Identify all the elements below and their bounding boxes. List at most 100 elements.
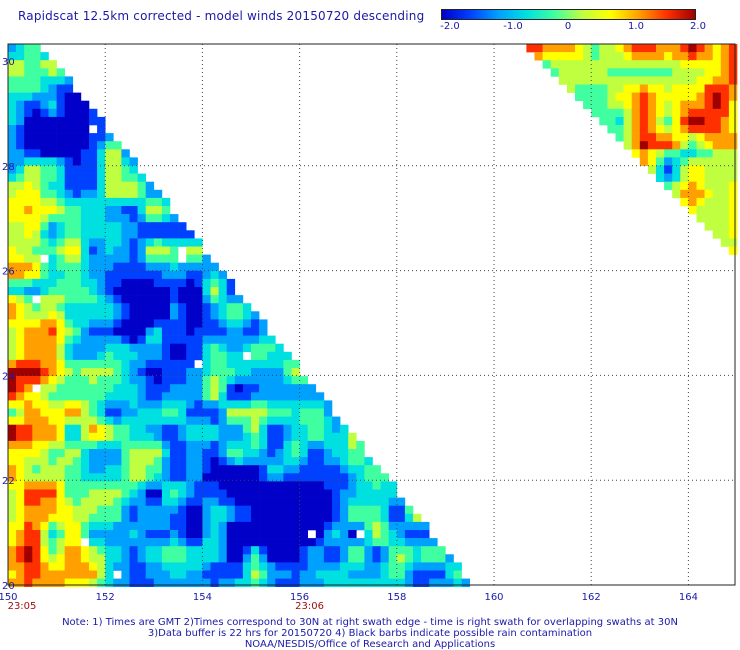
swath-cell: [226, 570, 236, 579]
swath-cell: [720, 116, 730, 126]
swath-cell: [210, 578, 219, 587]
swath-cell: [16, 343, 25, 353]
swath-cell: [105, 392, 114, 401]
swath-cell: [323, 513, 333, 523]
swath-cell: [64, 246, 74, 255]
swath-cell: [210, 327, 219, 336]
swath-cell: [332, 497, 341, 506]
swath-cell: [56, 270, 65, 280]
swath-cell: [72, 538, 82, 547]
swath-cell: [275, 343, 284, 353]
swath-cell: [178, 327, 187, 336]
swath-cell: [202, 303, 211, 312]
swath-cell: [121, 368, 130, 377]
swath-cell: [97, 530, 106, 539]
swath-cell: [267, 457, 276, 466]
swath-cell: [129, 424, 138, 434]
swath-cell: [16, 92, 25, 101]
swath-cell: [24, 392, 33, 401]
swath-cell: [40, 287, 49, 296]
swath-cell: [153, 189, 163, 199]
swath-cell: [680, 165, 689, 174]
swath-cell: [170, 538, 179, 547]
swath-cell: [105, 173, 114, 182]
swath-cell: [145, 497, 155, 506]
swath-cell: [113, 505, 122, 515]
swath-cell: [202, 465, 211, 474]
swath-cell: [599, 44, 608, 53]
swath-cell: [16, 530, 25, 539]
swath-cell: [178, 230, 187, 239]
swath-cell: [364, 562, 373, 571]
swath-cell: [218, 505, 227, 515]
swath-cell: [24, 400, 33, 409]
swath-cell: [48, 408, 57, 417]
swath-cell: [226, 400, 236, 409]
swath-cell: [267, 440, 276, 450]
swath-cell: [129, 173, 138, 182]
swath-cell: [340, 473, 349, 482]
swath-cell: [40, 359, 49, 369]
swath-cell: [210, 521, 219, 531]
swath-cell: [16, 489, 25, 498]
swath-cell: [8, 376, 17, 385]
swath-cell: [704, 181, 713, 191]
swath-cell: [80, 481, 90, 490]
swath-cell: [218, 481, 227, 490]
swath-cell: [647, 149, 657, 158]
swath-cell: [388, 538, 398, 547]
swath-cell: [226, 287, 236, 296]
swath-cell: [121, 197, 130, 207]
swath-cell: [202, 335, 211, 344]
swath-cell: [299, 449, 308, 458]
swath-cell: [56, 68, 65, 77]
swath-cell: [688, 157, 697, 166]
swath-cell: [704, 189, 713, 199]
swath-cell: [105, 197, 114, 207]
swath-cell: [24, 384, 33, 393]
swath-cell: [728, 60, 738, 69]
swath-cell: [24, 335, 33, 344]
swath-cell: [178, 481, 187, 490]
swath-cell: [40, 538, 49, 547]
swath-cell: [575, 44, 584, 53]
swath-cell: [129, 505, 138, 515]
swath-cell: [97, 133, 106, 142]
swath-cell: [97, 287, 106, 296]
swath-cell: [113, 457, 122, 466]
swath-cell: [153, 432, 163, 442]
swath-cell: [8, 554, 17, 563]
swath-cell: [16, 570, 25, 579]
swath-cell: [429, 562, 438, 571]
swath-cell: [299, 538, 308, 547]
swath-cell: [105, 165, 114, 174]
swath-cell: [8, 465, 17, 474]
swath-cell: [145, 327, 155, 336]
swath-cell: [242, 416, 252, 425]
swath-cell: [137, 222, 146, 231]
swath-cell: [89, 189, 98, 199]
swath-cell: [40, 432, 49, 442]
swath-cell: [696, 68, 705, 77]
swath-cell: [672, 44, 681, 53]
swath-cell: [720, 173, 730, 182]
swath-cell: [72, 570, 82, 579]
swath-cell: [97, 343, 106, 353]
swath-cell: [202, 578, 211, 587]
swath-cell: [24, 295, 33, 304]
swath-cell: [121, 319, 130, 328]
swath-cell: [202, 408, 211, 417]
swath-cell: [550, 52, 560, 61]
swath-cell: [194, 246, 203, 255]
swath-cell: [259, 497, 268, 506]
swath-cell: [105, 327, 114, 336]
swath-cell: [80, 181, 90, 191]
swath-cell: [32, 521, 41, 531]
swath-cell: [242, 530, 252, 539]
swath-cell: [121, 351, 130, 361]
swath-cell: [234, 465, 244, 474]
swath-cell: [97, 319, 106, 328]
swath-cell: [8, 424, 17, 434]
swath-cell: [89, 449, 98, 458]
swath-cell: [8, 295, 17, 304]
